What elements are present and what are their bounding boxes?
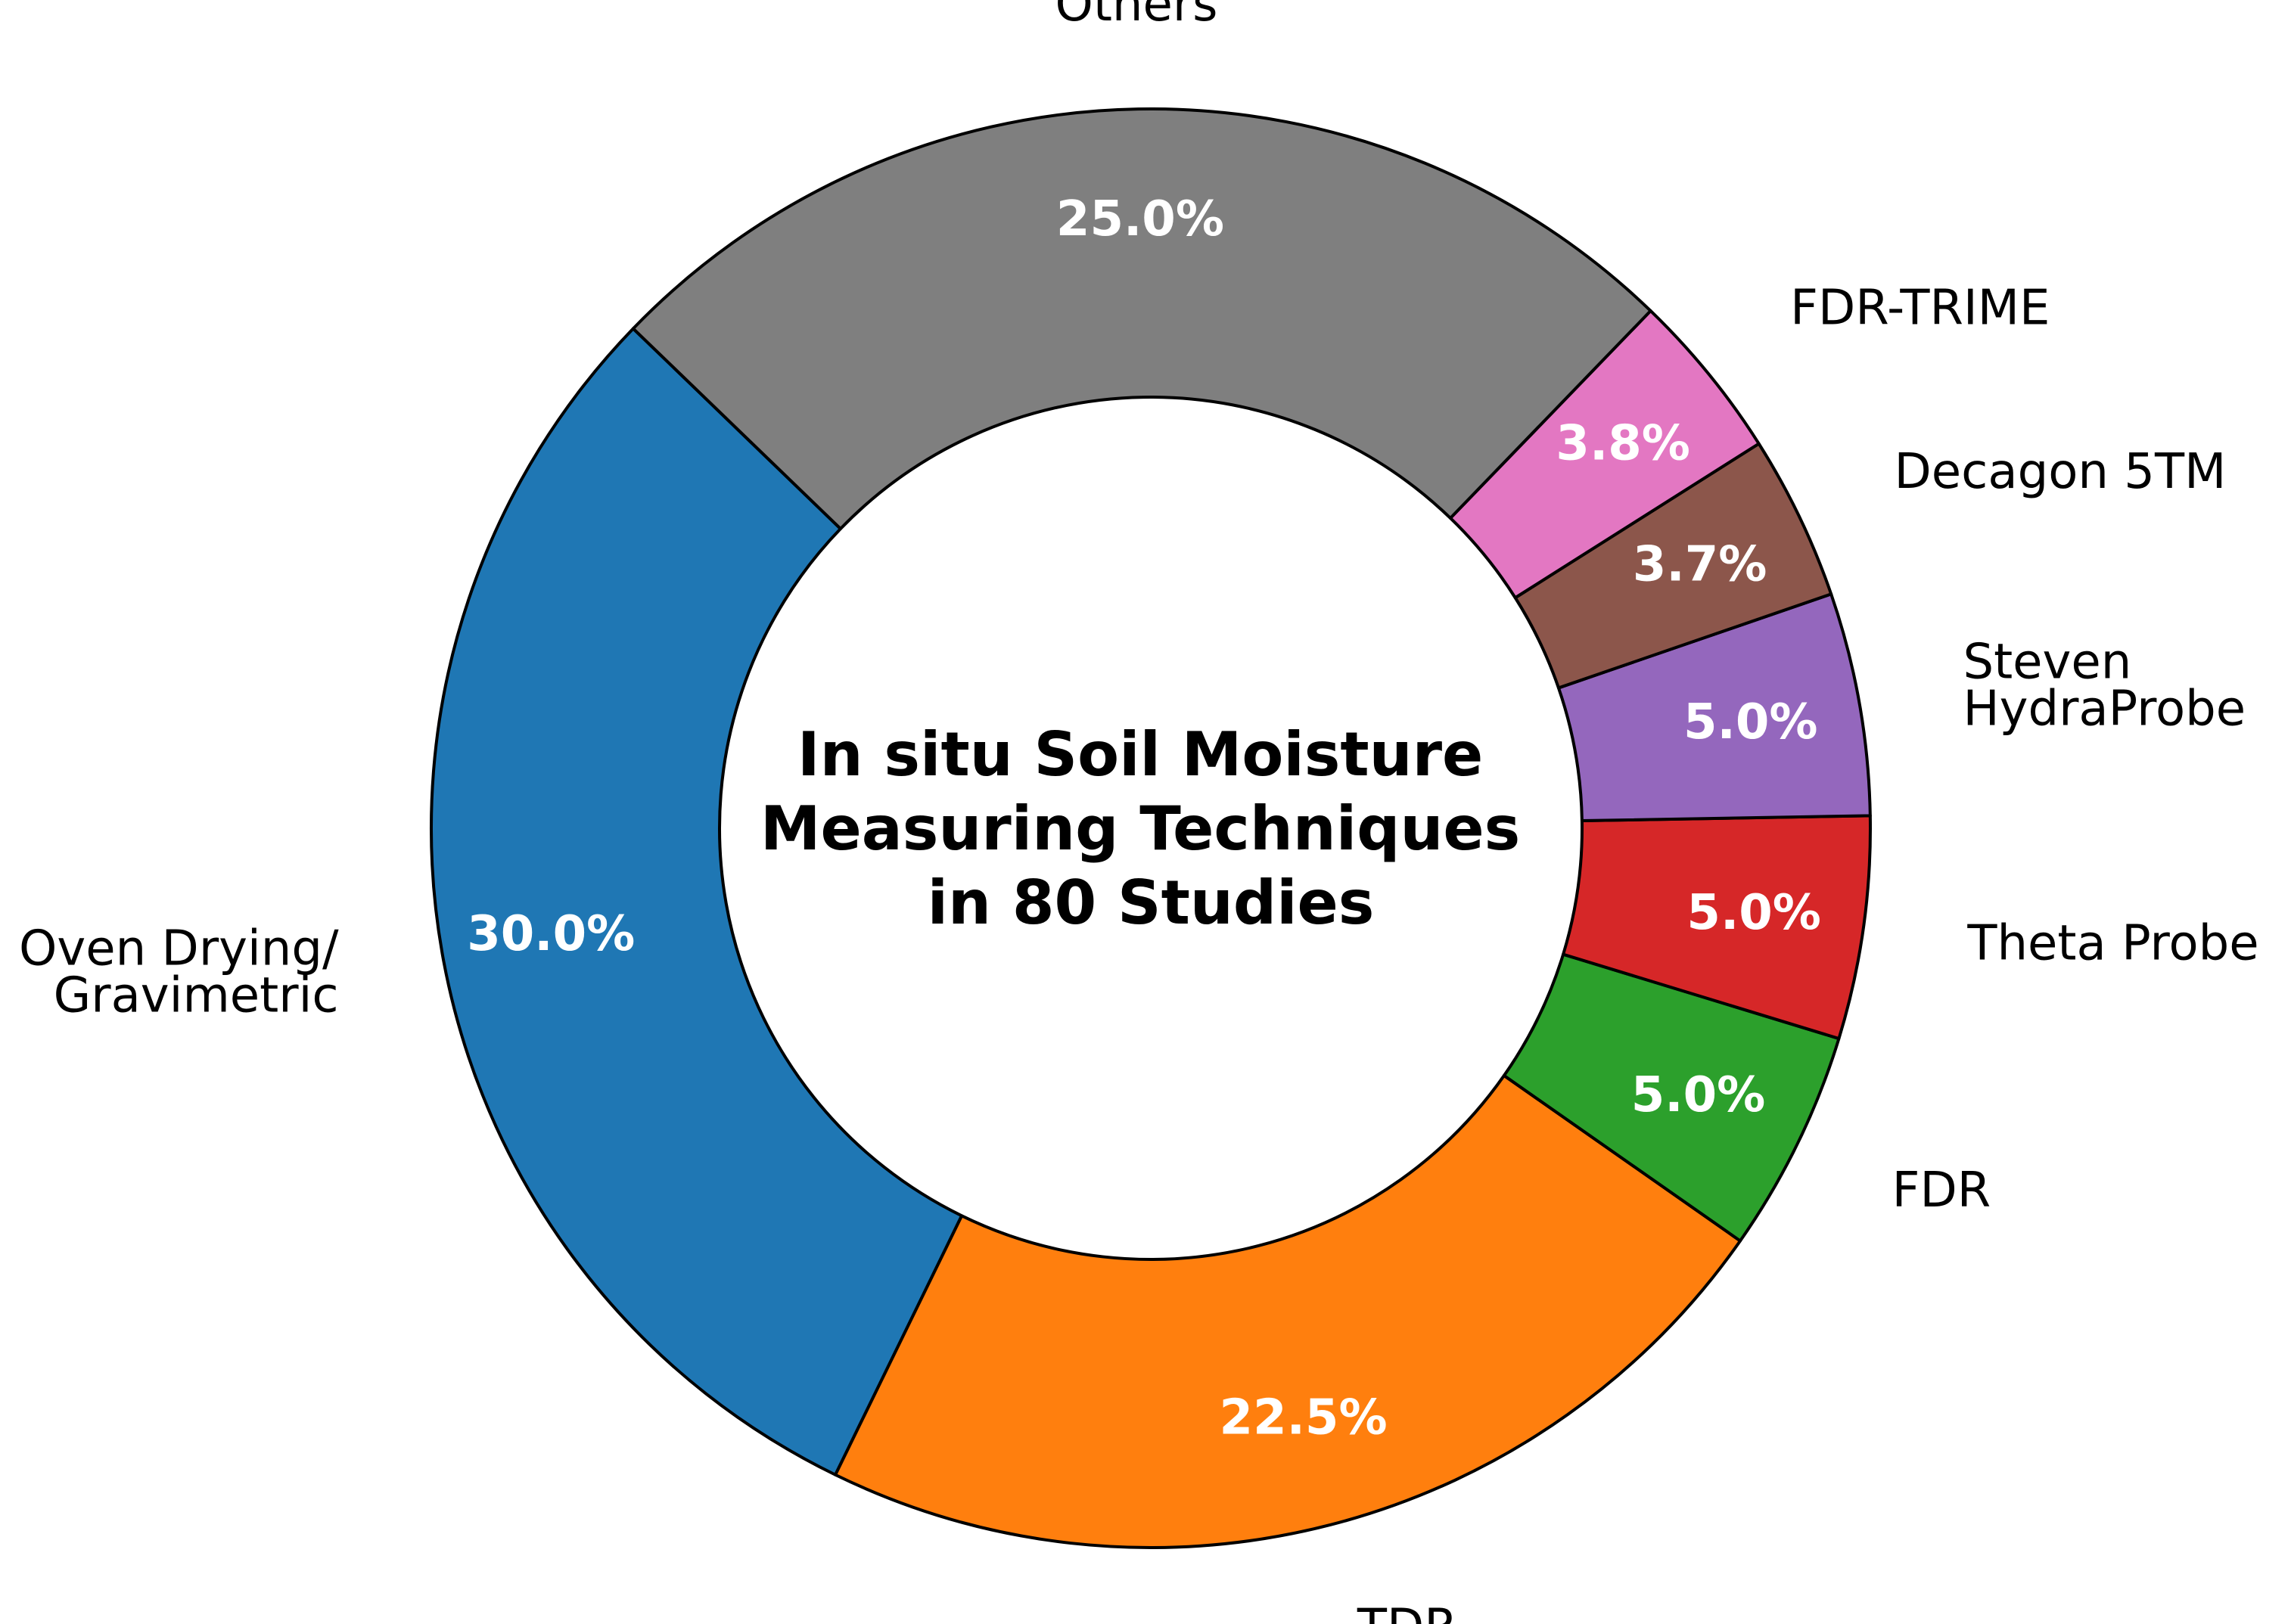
pct-label-steven-hydraprobe: 5.0% <box>1683 694 1818 750</box>
category-labels: Oven Drying/Gravimetric TDR FDR Theta Probe… <box>19 0 2259 1624</box>
pct-label-theta-probe: 5.0% <box>1686 885 1821 941</box>
category-label-fdr-trime: FDR-TRIME <box>1790 281 2050 337</box>
center-title-group: In situ Soil Moisture Measuring Techniqu… <box>760 719 1541 938</box>
donut-slices <box>430 107 1872 1549</box>
category-label-theta-probe: Theta Probe <box>1966 916 2258 972</box>
chart-title-line-2: Measuring Techniques <box>760 793 1520 864</box>
category-label-oven-drying-gravimetric: Oven Drying/Gravimetric <box>19 921 339 1023</box>
chart-title: In situ Soil Moisture Measuring Techniqu… <box>760 719 1541 938</box>
slice-tdr <box>834 1073 1742 1549</box>
category-label-decagon-5tm: Decagon 5TM <box>1895 444 2227 500</box>
category-label-line: Theta Probe <box>1966 916 2258 972</box>
category-label-line: FDR-TRIME <box>1790 281 2050 337</box>
category-label-line: Gravimetric <box>54 967 339 1023</box>
pct-label-fdr: 5.0% <box>1631 1067 1766 1123</box>
pct-label-decagon-5tm: 3.7% <box>1633 536 1767 592</box>
pct-label-tdr: 22.5% <box>1220 1390 1388 1445</box>
chart-title-line-3: in 80 Studies <box>928 868 1375 938</box>
category-label-line: HydraProbe <box>1963 682 2246 737</box>
chart-title-line-1: In situ Soil Moisture <box>797 719 1483 790</box>
pct-label-oven-drying-gravimetric: 30.0% <box>467 906 635 962</box>
pct-label-fdr-trime: 3.8% <box>1556 416 1690 472</box>
category-label-line: Decagon 5TM <box>1895 444 2227 500</box>
pct-label-others: 25.0% <box>1056 191 1224 247</box>
category-label-tdr: TDR <box>1357 1599 1458 1624</box>
slice-oven-drying-gravimetric <box>430 327 964 1477</box>
category-label-line: Oven Drying/ <box>19 921 339 977</box>
category-label-steven-hydraprobe: Steven HydraProbe <box>1963 635 2246 737</box>
category-label-line: FDR <box>1892 1163 1991 1219</box>
category-label-line: TDR <box>1357 1599 1458 1624</box>
percentage-labels: 30.0% 22.5% 5.0% 5.0% 5.0% 3.7% 3.8% 25.0% <box>467 191 1821 1445</box>
category-label-others: Others <box>1055 0 1217 33</box>
category-label-line: Others <box>1055 0 1217 33</box>
category-label-line: Steven <box>1963 635 2131 691</box>
slice-others <box>631 107 1652 531</box>
category-label-fdr: FDR <box>1892 1163 1991 1219</box>
